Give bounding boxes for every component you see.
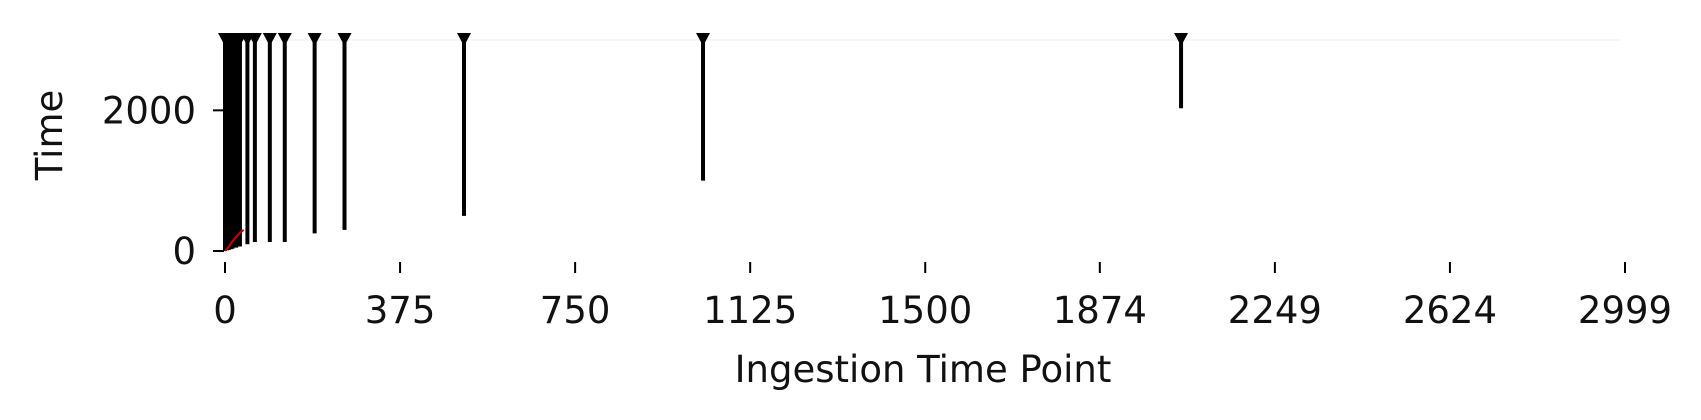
y-axis-label: Time [28,90,71,182]
x-tick-label-2: 750 [540,289,611,332]
interval-cap-13 [457,33,472,46]
x-axis-label: Ingestion Time Point [735,348,1112,391]
x-tick-label-5: 1874 [1053,289,1147,332]
interval-cap-14 [696,33,711,46]
y-axis: 0 2000 [102,89,224,273]
y-tick-label-0: 0 [172,230,196,273]
x-tick-label-3: 1125 [703,289,797,332]
y-tick-label-1: 2000 [102,89,196,132]
x-tick-label-4: 1500 [878,289,972,332]
x-tick-label-7: 2624 [1403,289,1497,332]
x-tick-label-0: 0 [213,289,237,332]
interval-cap-15 [1174,33,1189,46]
interval-cap-10 [277,33,292,46]
x-tick-label-8: 2999 [1578,289,1672,332]
x-tick-label-1: 375 [365,289,436,332]
interval-cap-11 [307,33,322,46]
x-axis: 0 375 750 1125 1500 1874 2249 2624 2999 [213,262,1672,332]
interval-marks [218,33,1189,252]
x-tick-label-6: 2249 [1228,289,1322,332]
interval-cap-9 [262,33,277,46]
interval-cap-12 [337,33,352,46]
trace-line [224,229,245,252]
interval-cap-8 [247,33,262,46]
